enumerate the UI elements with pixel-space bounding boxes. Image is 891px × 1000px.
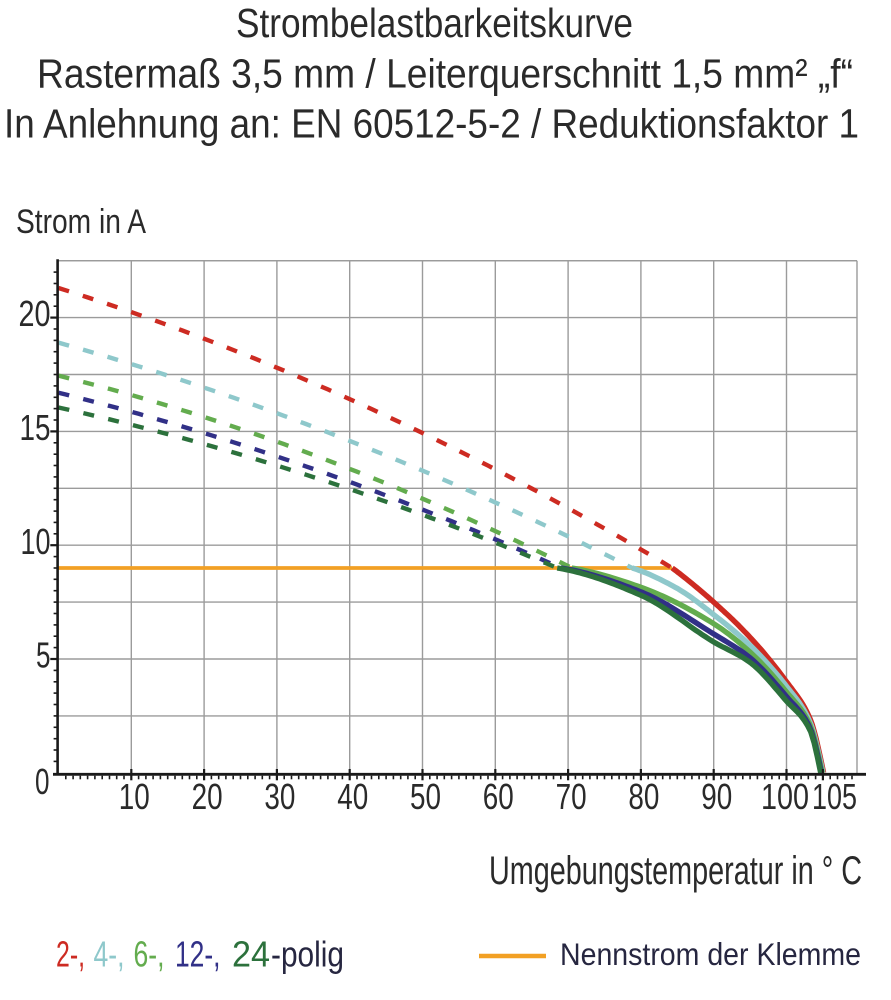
svg-text:20: 20 <box>192 776 223 817</box>
svg-text:Nennstrom der Klemme: Nennstrom der Klemme <box>560 936 861 972</box>
svg-text:10: 10 <box>119 776 150 817</box>
svg-text:30: 30 <box>264 776 295 817</box>
svg-text:100: 100 <box>761 776 809 817</box>
svg-text:60: 60 <box>483 776 514 817</box>
svg-text:105: 105 <box>812 776 857 817</box>
svg-text:2-,: 2-, <box>56 934 85 975</box>
svg-text:20: 20 <box>19 293 51 334</box>
svg-text:-polig: -polig <box>271 934 344 975</box>
svg-text:90: 90 <box>701 776 732 817</box>
svg-text:In Anlehnung an: EN 60512-5-2: In Anlehnung an: EN 60512-5-2 / Reduktio… <box>4 101 859 147</box>
svg-text:Strom in A: Strom in A <box>16 203 146 241</box>
svg-text:0: 0 <box>35 761 50 802</box>
svg-text:15: 15 <box>20 407 51 448</box>
svg-text:80: 80 <box>628 776 659 817</box>
svg-text:10: 10 <box>21 521 51 562</box>
svg-text:Rastermaß 3,5 mm / Leiterquers: Rastermaß 3,5 mm / Leiterquerschnitt 1,5… <box>37 51 853 97</box>
svg-text:40: 40 <box>337 776 368 817</box>
svg-text:70: 70 <box>556 776 587 817</box>
svg-text:12-,: 12-, <box>175 934 221 975</box>
svg-text:50: 50 <box>410 776 441 817</box>
svg-text:Umgebungstemperatur in ° C: Umgebungstemperatur in ° C <box>489 849 862 893</box>
svg-text:6-,: 6-, <box>134 934 165 975</box>
svg-text:4-,: 4-, <box>94 934 125 975</box>
svg-text:5: 5 <box>36 635 51 676</box>
svg-text:24: 24 <box>232 934 270 975</box>
svg-text:Strombelastbarkeitskurve: Strombelastbarkeitskurve <box>236 0 633 46</box>
